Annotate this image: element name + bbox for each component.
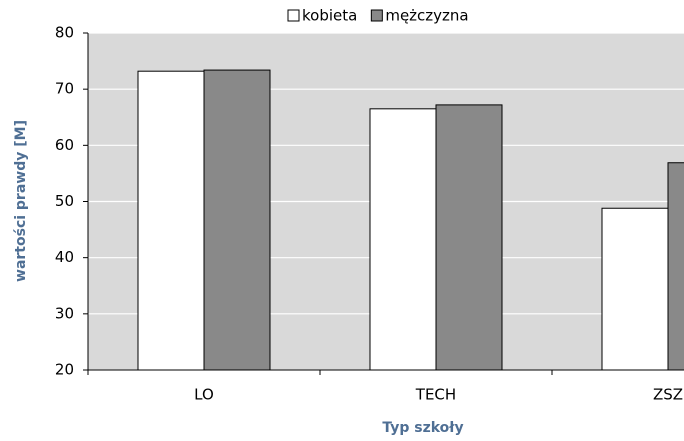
bar <box>369 108 437 371</box>
legend-swatch <box>370 9 383 22</box>
y-tick-label: 50 <box>55 192 74 210</box>
bar <box>435 104 503 371</box>
x-axis-title: Typ szkoły <box>382 420 463 436</box>
bar <box>667 162 684 371</box>
y-tick-label: 30 <box>55 304 74 322</box>
y-tick-label: 80 <box>55 24 74 42</box>
legend-label: kobieta <box>302 7 357 25</box>
legend-label: mężczyzna <box>385 7 468 25</box>
legend: kobieta mężczyzna <box>287 7 469 25</box>
x-tick-label: LO <box>194 386 214 404</box>
y-tick-label: 20 <box>55 361 74 379</box>
bar <box>137 70 205 371</box>
y-axis-title: wartości prawdy [M] <box>13 120 29 282</box>
bar <box>601 207 669 371</box>
y-tick-label: 60 <box>55 136 74 154</box>
y-tick-label: 70 <box>55 80 74 98</box>
legend-swatch <box>287 9 300 22</box>
y-tick-label: 40 <box>55 248 74 266</box>
x-tick-label: TECH <box>415 386 456 404</box>
bars <box>137 69 684 371</box>
x-tick-label: ZSZ <box>653 386 683 404</box>
bar <box>203 69 271 371</box>
